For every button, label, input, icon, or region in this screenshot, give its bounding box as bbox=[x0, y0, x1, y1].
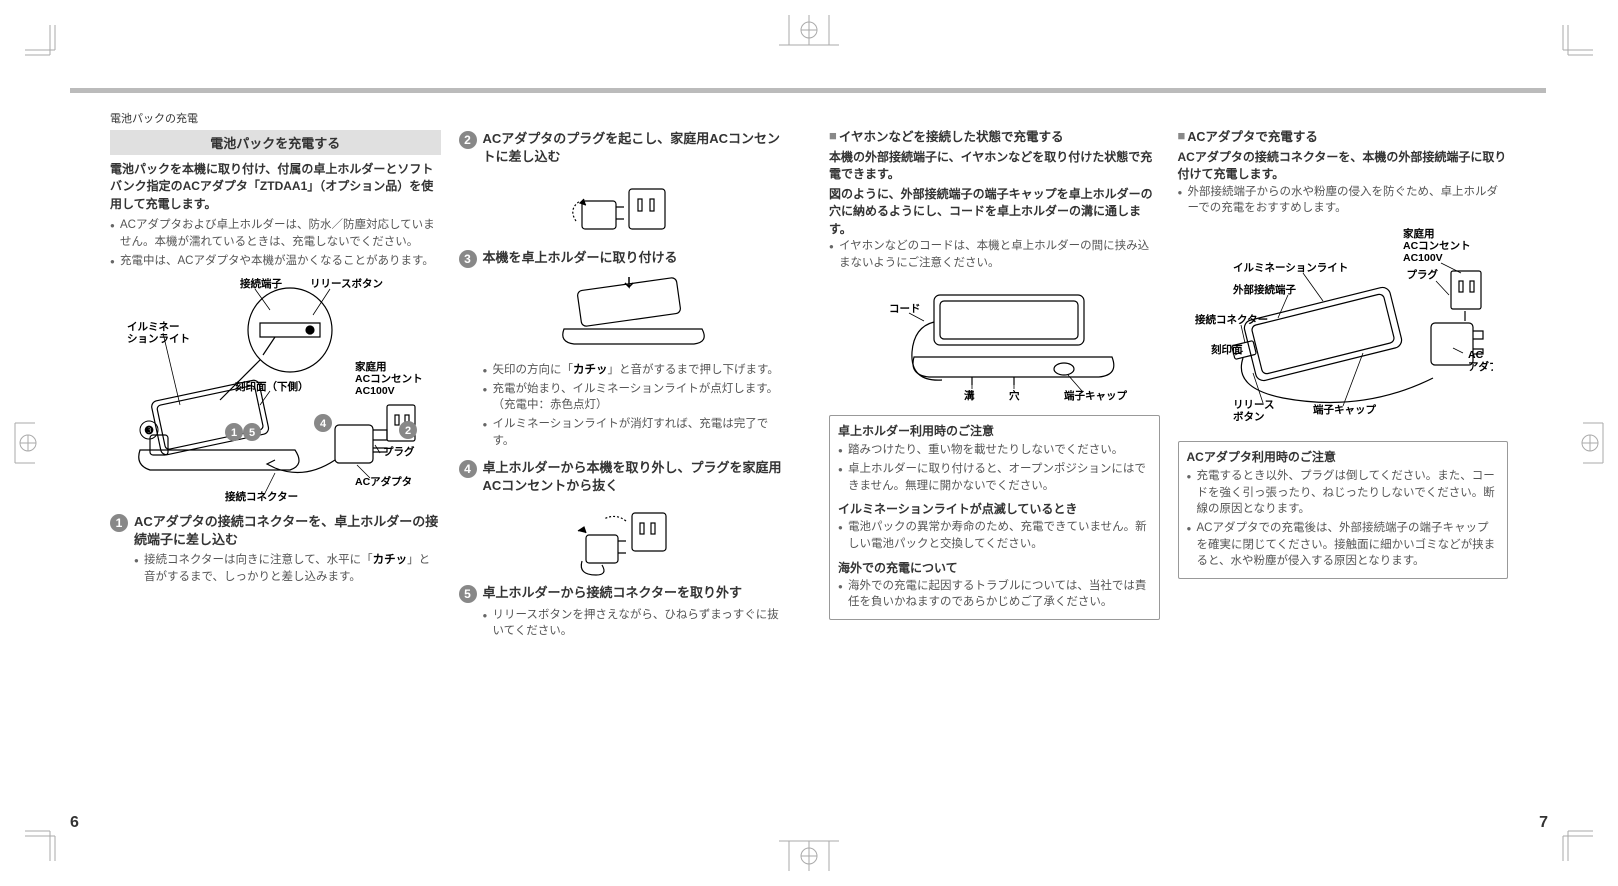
page-right: ■イヤホンなどを接続した状態で充電する 本機の外部接続端子に、イヤホンなどを取り… bbox=[809, 80, 1548, 806]
right-col-2: ■ACアダプタで充電する ACアダプタの接続コネクターを、本機の外部接続端子に取… bbox=[1178, 126, 1509, 620]
page-number-left: 6 bbox=[70, 814, 79, 832]
step-num-icon: 2 bbox=[459, 131, 477, 149]
lbl-plug: プラグ bbox=[383, 445, 415, 458]
lbl-connector: 接続コネクター bbox=[225, 490, 298, 503]
earphone-p1: 本機の外部接続端子に、イヤホンなどを取り付けた状態で充電できます。 bbox=[829, 149, 1160, 184]
blinking-title: イルミネーションライトが点滅しているとき bbox=[838, 500, 1151, 517]
left-col-1: 電池パックを充電する 電池パックを本機に取り付け、付属の卓上ホルダーとソフトバン… bbox=[110, 130, 441, 650]
step-3-note: イルミネーションライトが消灯すれば、充電は完了です。 bbox=[483, 416, 790, 449]
holder-caution-item: 卓上ホルダーに取り付けると、オープンポジションにはできません。無理に開かないでく… bbox=[838, 461, 1151, 494]
diagram-attach-holder bbox=[459, 274, 790, 354]
holder-caution-item: 踏みつけたり、重い物を載せたりしないでください。 bbox=[838, 442, 1151, 459]
svg-text:イルミネーションライト: イルミネーションライト bbox=[1233, 262, 1348, 274]
step-3-head: 3 本機を卓上ホルダーに取り付ける bbox=[459, 249, 790, 268]
step-2-title: ACアダプタのプラグを起こし、家庭用ACコンセントに差し込む bbox=[483, 130, 790, 165]
page-spread: 電池パックの充電 電池パックを充電する 電池パックを本機に取り付け、付属の卓上ホ… bbox=[70, 80, 1548, 806]
svg-text:❸: ❸ bbox=[144, 425, 154, 437]
diagram-earphone-holder: コード 溝 穴 端子キャップ bbox=[829, 277, 1160, 407]
svg-text:家庭用ACコンセントAC100V: 家庭用ACコンセントAC100V bbox=[355, 360, 423, 397]
svg-text:接続コネクター: 接続コネクター bbox=[1195, 313, 1268, 326]
svg-text:2: 2 bbox=[405, 425, 411, 437]
ac-caution-box: ACアダプタ利用時のご注意 充電するとき以外、プラグは倒してください。また、コー… bbox=[1178, 441, 1509, 579]
left-col-2: 2 ACアダプタのプラグを起こし、家庭用ACコンセントに差し込む 3 bbox=[459, 130, 790, 650]
ac-caution-item: 充電するとき以外、プラグは倒してください。また、コードを強く引っ張ったり、ねじっ… bbox=[1187, 468, 1500, 518]
step-4-head: 4 卓上ホルダーから本機を取り外し、プラグを家庭用ACコンセントから抜く bbox=[459, 459, 790, 494]
svg-text:プラグ: プラグ bbox=[1406, 268, 1438, 281]
step-num-icon: 4 bbox=[459, 460, 477, 478]
step-4-title: 卓上ホルダーから本機を取り外し、プラグを家庭用ACコンセントから抜く bbox=[483, 459, 790, 494]
lbl-stamp: 刻印面（下側） bbox=[235, 380, 309, 393]
overseas-item: 海外での充電に起因するトラブルについては、当社では責任を負いかねますのであらかじ… bbox=[838, 578, 1151, 611]
svg-text:刻印面: 刻印面 bbox=[1211, 343, 1243, 356]
diagram-ac-direct: 家庭用ACコンセントAC100V イルミネーションライト プラグ 外部接続端子 … bbox=[1178, 223, 1509, 433]
overseas-title: 海外での充電について bbox=[838, 559, 1151, 576]
step-3-note: 矢印の方向に「カチッ」と音がするまで押し下げます。 bbox=[483, 362, 790, 379]
lbl-terminal: 接続端子 bbox=[240, 277, 282, 290]
ac-caution-title: ACアダプタ利用時のご注意 bbox=[1187, 448, 1500, 465]
diagram-unplug bbox=[459, 501, 790, 576]
step-1-note: 接続コネクターは向きに注意して、水平に「カチッ」と音がするまで、しっかりと差し込… bbox=[134, 552, 441, 585]
svg-text:イルミネーションライト: イルミネーションライト bbox=[127, 321, 190, 345]
svg-text:端子キャップ: 端子キャップ bbox=[1064, 389, 1127, 402]
svg-text:穴: 穴 bbox=[1009, 389, 1020, 402]
diagram-plug-outlet bbox=[459, 171, 790, 241]
ac-note: 外部接続端子からの水や粉塵の侵入を防ぐため、卓上ホルダーでの充電をおすすめします… bbox=[1178, 184, 1509, 217]
section-title: 電池パックを充電する bbox=[110, 130, 441, 155]
page-number-right: 7 bbox=[1539, 814, 1548, 832]
step-2-head: 2 ACアダプタのプラグを起こし、家庭用ACコンセントに差し込む bbox=[459, 130, 790, 165]
svg-text:外部接続端子: 外部接続端子 bbox=[1232, 283, 1296, 296]
holder-caution-box: 卓上ホルダー利用時のご注意 踏みつけたり、重い物を載せたりしないでください。 卓… bbox=[829, 415, 1160, 620]
earphone-p2: 図のように、外部接続端子の端子キャップを卓上ホルダーの穴に納めるようにし、コード… bbox=[829, 186, 1160, 238]
step-1-head: 1 ACアダプタの接続コネクターを、卓上ホルダーの接続端子に差し込む bbox=[110, 513, 441, 548]
breadcrumb: 電池パックの充電 bbox=[110, 110, 789, 126]
intro-notes: ACアダプタおよび卓上ホルダーは、防水／防塵対応していません。本機が濡れていると… bbox=[110, 217, 441, 269]
svg-text:端子キャップ: 端子キャップ bbox=[1313, 403, 1376, 416]
page-left: 電池パックの充電 電池パックを充電する 電池パックを本機に取り付け、付属の卓上ホ… bbox=[70, 80, 809, 806]
svg-text:5: 5 bbox=[249, 427, 255, 439]
right-col-1: ■イヤホンなどを接続した状態で充電する 本機の外部接続端子に、イヤホンなどを取り… bbox=[829, 126, 1160, 620]
lbl-adapter: ACアダプタ bbox=[355, 475, 412, 488]
earphone-heading: ■イヤホンなどを接続した状態で充電する bbox=[829, 126, 1160, 145]
step-num-icon: 1 bbox=[110, 514, 128, 532]
svg-text:コード: コード bbox=[889, 303, 921, 315]
step-5-title: 卓上ホルダーから接続コネクターを取り外す bbox=[483, 584, 742, 602]
ac-p1: ACアダプタの接続コネクターを、本機の外部接続端子に取り付けて充電します。 bbox=[1178, 149, 1509, 184]
earphone-note: イヤホンなどのコードは、本機と卓上ホルダーの間に挟み込まないようにご注意ください… bbox=[829, 238, 1160, 271]
blinking-item: 電池パックの異常か寿命のため、充電できていません。新しい電池パックと交換してくだ… bbox=[838, 519, 1151, 552]
svg-text:1: 1 bbox=[231, 427, 237, 439]
intro-note: ACアダプタおよび卓上ホルダーは、防水／防塵対応していません。本機が濡れていると… bbox=[110, 217, 441, 250]
holder-caution-title: 卓上ホルダー利用時のご注意 bbox=[838, 422, 1151, 439]
svg-text:リリースボタン: リリースボタン bbox=[1233, 399, 1274, 423]
lbl-release: リリースボタン bbox=[310, 277, 383, 290]
ac-heading: ■ACアダプタで充電する bbox=[1178, 126, 1509, 145]
step-num-icon: 5 bbox=[459, 585, 477, 603]
step-5-note: リリースボタンを押さえながら、ひねらずまっすぐに抜いてください。 bbox=[483, 607, 790, 640]
ac-caution-item: ACアダプタでの充電後は、外部接続端子の端子キャップを確実に閉じてください。接触… bbox=[1187, 520, 1500, 570]
step-3-note: 充電が始まり、イルミネーションライトが点灯します。（充電中：赤色点灯） bbox=[483, 381, 790, 414]
step-5-head: 5 卓上ホルダーから接続コネクターを取り外す bbox=[459, 584, 790, 603]
intro-note: 充電中は、ACアダプタや本機が温かくなることがあります。 bbox=[110, 253, 441, 270]
step-1-title: ACアダプタの接続コネクターを、卓上ホルダーの接続端子に差し込む bbox=[134, 513, 441, 548]
svg-text:溝: 溝 bbox=[964, 389, 975, 402]
diagram-holder-setup: ❸ 1 5 4 2 接続端子 リリースボタン イルミネーションライト 家庭用AC… bbox=[110, 275, 441, 505]
svg-text:4: 4 bbox=[320, 418, 327, 430]
svg-text:家庭用ACコンセントAC100V: 家庭用ACコンセントAC100V bbox=[1403, 227, 1471, 264]
intro-text: 電池パックを本機に取り付け、付属の卓上ホルダーとソフトバンク指定のACアダプタ「… bbox=[110, 161, 441, 213]
step-3-title: 本機を卓上ホルダーに取り付ける bbox=[483, 249, 678, 267]
step-num-icon: 3 bbox=[459, 250, 477, 268]
svg-text:ACアダプタ: ACアダプタ bbox=[1468, 349, 1493, 373]
